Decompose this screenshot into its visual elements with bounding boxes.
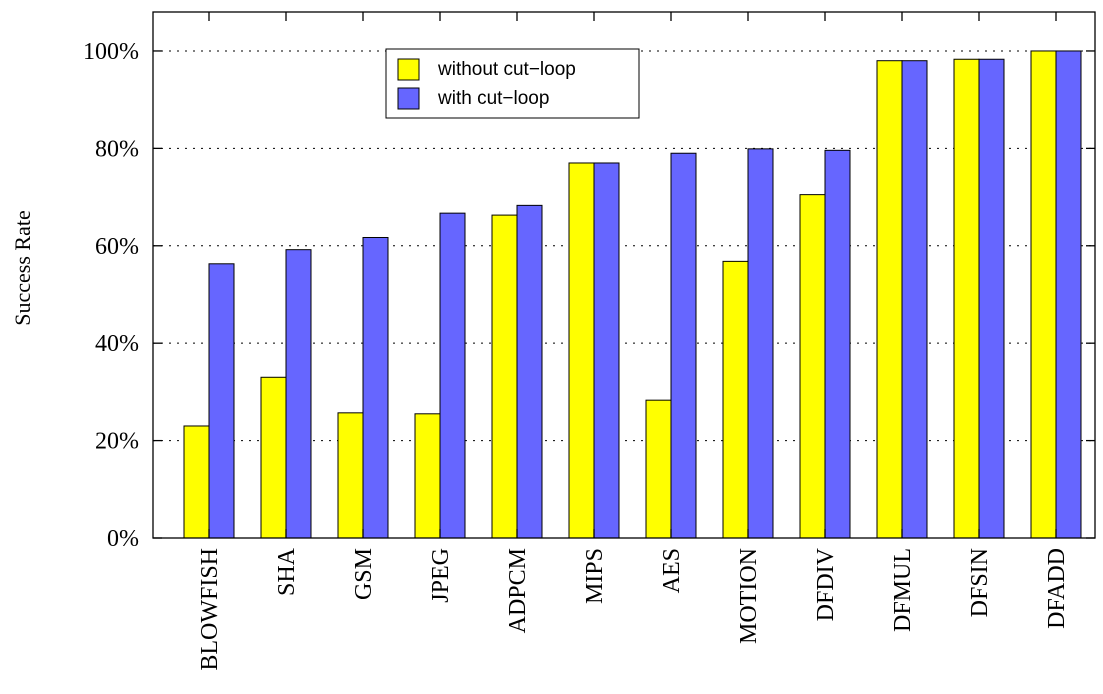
y-tick-label: 20% bbox=[95, 429, 139, 455]
bar-adpcm-without bbox=[491, 214, 518, 539]
bar-dfsin-without bbox=[953, 58, 980, 539]
x-tick-label: SHA bbox=[274, 547, 300, 596]
x-tick-label: MOTION bbox=[736, 548, 762, 644]
x-tick-label: GSM bbox=[351, 548, 377, 600]
bar-dfmul-with bbox=[901, 60, 928, 539]
bar-mips-without bbox=[568, 162, 595, 539]
plot-frame bbox=[152, 11, 1096, 539]
gridlines bbox=[153, 50, 1095, 539]
bar-dfadd-without bbox=[1030, 50, 1057, 539]
x-tick-label: BLOWFISH bbox=[197, 548, 223, 671]
y-tick-labels: 0% 20% 40% 60% 80% 100% bbox=[83, 39, 139, 552]
bar-motion-with bbox=[747, 148, 774, 539]
x-tick-label: MIPS bbox=[582, 548, 608, 604]
y-axis-title: Success Rate bbox=[10, 210, 35, 325]
bar-jpeg-without bbox=[414, 413, 441, 539]
y-tick-label: 0% bbox=[107, 526, 139, 552]
bar-jpeg-with bbox=[439, 212, 466, 539]
bar-adpcm-with bbox=[516, 204, 543, 539]
bar-sha-with bbox=[285, 249, 312, 539]
legend-box bbox=[385, 48, 640, 119]
bar-blowfish-with bbox=[208, 263, 235, 539]
x-tick-label: ADPCM bbox=[505, 548, 531, 633]
bar-mips-with bbox=[593, 162, 620, 539]
bar-gsm-without bbox=[337, 412, 364, 539]
x-tick-label: DFDIV bbox=[813, 547, 839, 621]
y-tick-label: 100% bbox=[83, 39, 139, 65]
bar-motion-without bbox=[722, 260, 749, 539]
bar-gsm-with bbox=[362, 236, 389, 539]
bars bbox=[183, 50, 1082, 539]
legend: without cut−loop with cut−loop bbox=[385, 48, 640, 119]
x-tick-label: DFADD bbox=[1044, 548, 1070, 629]
y-tick-label: 40% bbox=[95, 331, 139, 357]
legend-swatch bbox=[397, 87, 420, 110]
legend-label: with cut−loop bbox=[437, 88, 549, 109]
x-tick-labels: BLOWFISH SHA GSM JPEG ADPCM MIPS AES MOTION DFDI… bbox=[197, 547, 1070, 670]
legend-label: without cut−loop bbox=[437, 59, 576, 80]
legend-swatch bbox=[397, 58, 420, 81]
x-tick-label: JPEG bbox=[428, 548, 454, 603]
y-tick-label: 60% bbox=[95, 234, 139, 260]
bar-dfdiv-without bbox=[799, 194, 826, 539]
y-tick-label: 80% bbox=[95, 136, 139, 162]
bar-dfdiv-with bbox=[824, 149, 851, 539]
bar-aes-with bbox=[670, 152, 697, 539]
x-tick-label: DFSIN bbox=[967, 548, 993, 617]
x-tick-label: AES bbox=[659, 548, 685, 593]
bar-blowfish-without bbox=[183, 425, 210, 539]
bar-dfadd-with bbox=[1055, 50, 1082, 539]
bar-aes-without bbox=[645, 399, 672, 539]
bar-sha-without bbox=[260, 376, 287, 539]
bar-dfmul-without bbox=[876, 60, 903, 539]
x-tick-label: DFMUL bbox=[890, 548, 916, 632]
bar-dfsin-with bbox=[978, 58, 1005, 539]
axes bbox=[152, 11, 1096, 539]
